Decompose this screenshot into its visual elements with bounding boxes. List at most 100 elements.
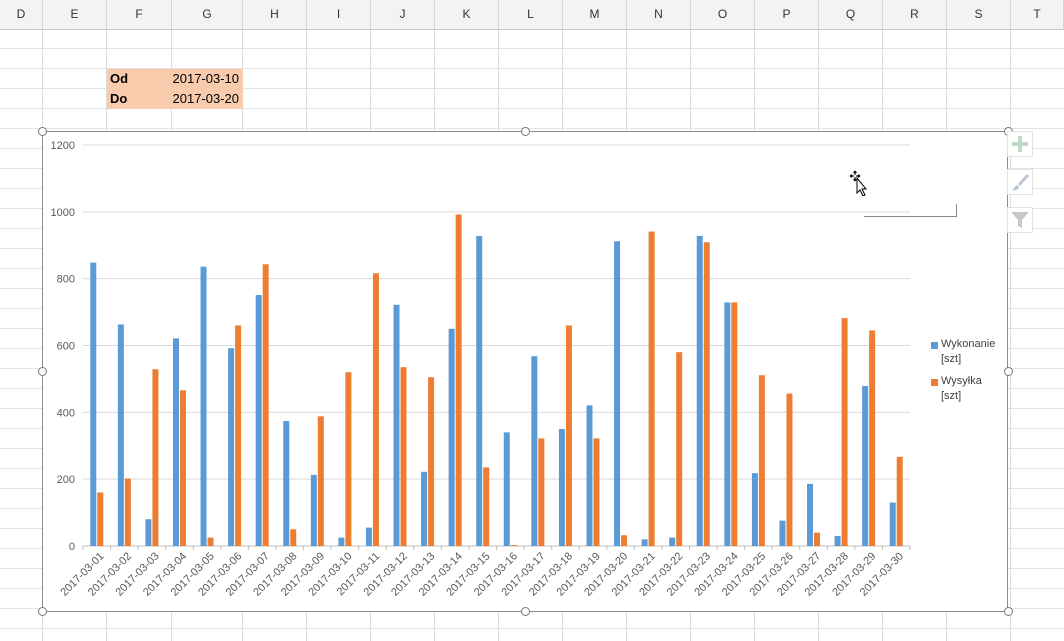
chart-title-placeholder-edge [864,204,957,217]
legend-swatch-wykonanie [931,342,938,349]
bar-wykonanie-2017-03-20 [614,241,621,546]
bar-wysylka-2017-03-09 [317,416,324,546]
move-cursor-icon [849,170,868,196]
legend-label-wykonanie: Wykonanie [szt] [941,337,995,367]
bar-wysylka-2017-03-27 [814,532,821,546]
bar-wysylka-2017-03-08 [290,529,297,546]
column-header-t[interactable]: T [1011,0,1064,29]
legend-wysylka-line2: [szt] [941,390,962,402]
bar-wysylka-2017-03-14 [455,214,462,547]
plus-icon [1012,136,1028,152]
chart-filters-button[interactable] [1007,207,1033,233]
column-header-h[interactable]: H [243,0,307,29]
resize-handle-bm[interactable] [521,607,530,616]
cell-od-value[interactable]: 2017-03-10 [172,69,243,89]
column-header-g[interactable]: G [172,0,243,29]
grid-hline [0,628,1064,629]
bar-wykonanie-2017-03-12 [393,304,400,546]
filter-icon [1011,212,1029,228]
column-header-q[interactable]: Q [819,0,883,29]
y-tick-label: 400 [57,407,75,419]
column-header-j[interactable]: J [371,0,435,29]
legend-wykonanie-line2: [szt] [941,353,962,365]
bar-wysylka-2017-03-02 [124,478,131,546]
column-header-n[interactable]: N [627,0,691,29]
bar-wykonanie-2017-03-18 [558,429,565,546]
y-tick-label: 600 [57,341,75,353]
column-header-r[interactable]: R [883,0,947,29]
y-tick-label: 1200 [51,140,75,152]
bar-wykonanie-2017-03-03 [145,519,152,546]
bar-wykonanie-2017-03-06 [228,348,235,546]
grid-hline [0,48,1064,49]
column-header-m[interactable]: M [563,0,627,29]
chart-area[interactable]: 0 200 400 600 800 1000 1200 2017-03-01 2017-03-0… [42,131,1008,612]
legend: Wykonanie [szt] Wysyłka [szt] [931,337,1007,407]
bar-wysylka-2017-03-13 [428,377,435,546]
bar-wysylka-2017-03-17 [538,438,545,546]
bar-wysylka-2017-03-04 [179,390,186,546]
bar-wysylka-2017-03-21 [648,231,655,546]
bar-wykonanie-2017-03-16 [503,432,510,546]
brush-icon [1012,174,1029,191]
y-tick-label: 0 [69,541,75,553]
bar-wysylka-2017-03-28 [841,318,848,546]
bar-wykonanie-2017-03-02 [117,324,124,546]
column-header-p[interactable]: P [755,0,819,29]
bar-wykonanie-2017-03-05 [200,266,207,546]
resize-handle-mr[interactable] [1004,367,1013,376]
bar-wysylka-2017-03-03 [152,369,159,546]
bar-wysylka-2017-03-11 [372,273,379,546]
cell-do-value[interactable]: 2017-03-20 [172,89,243,109]
bar-wysylka-2017-03-06 [235,325,242,546]
column-header-k[interactable]: K [435,0,499,29]
bar-wysylka-2017-03-07 [262,264,269,546]
column-header-d[interactable]: D [0,0,43,29]
cell-od-label[interactable]: Od [107,69,172,89]
resize-handle-tm[interactable] [521,127,530,136]
bar-wykonanie-2017-03-27 [807,483,814,546]
bar-wysylka-2017-03-29 [869,330,876,546]
bar-wysylka-2017-03-20 [621,535,628,546]
bar-wykonanie-2017-03-07 [255,295,262,546]
bar-wykonanie-2017-03-30 [889,502,896,546]
bar-wysylka-2017-03-26 [786,393,793,546]
bar-wykonanie-2017-03-24 [724,302,731,546]
column-header-i[interactable]: I [307,0,371,29]
bar-wysylka-2017-03-19 [593,438,600,546]
bar-wykonanie-2017-03-04 [172,338,179,546]
column-header-s[interactable]: S [947,0,1011,29]
bar-wysylka-2017-03-10 [345,372,352,546]
bar-wykonanie-2017-03-13 [421,471,428,546]
column-header-l[interactable]: L [499,0,563,29]
grid-hline [0,108,1064,109]
y-tick-label: 1000 [51,207,75,219]
column-header-o[interactable]: O [691,0,755,29]
bar-wysylka-2017-03-25 [758,375,765,546]
chart-styles-button[interactable] [1007,169,1033,195]
grid-hline [0,68,1064,69]
bar-wykonanie-2017-03-01 [90,262,97,546]
bar-wysylka-2017-03-23 [703,242,710,546]
column-header-e[interactable]: E [43,0,107,29]
chart-elements-button[interactable] [1007,131,1033,157]
resize-handle-ml[interactable] [38,367,47,376]
bar-wykonanie-2017-03-21 [641,539,648,546]
resize-handle-br[interactable] [1004,607,1013,616]
resize-handle-tl[interactable] [38,127,47,136]
bar-wykonanie-2017-03-17 [531,356,538,546]
bar-wykonanie-2017-03-11 [365,527,372,546]
column-header-f[interactable]: F [107,0,172,29]
bar-wykonanie-2017-03-19 [586,405,593,546]
bar-wykonanie-2017-03-29 [862,385,869,546]
bar-wykonanie-2017-03-14 [448,328,455,546]
bar-wykonanie-2017-03-09 [310,474,317,546]
legend-swatch-wysylka [931,379,938,386]
bar-wykonanie-2017-03-10 [338,537,345,546]
legend-wysylka-line1: Wysyłka [941,375,982,387]
resize-handle-bl[interactable] [38,607,47,616]
bar-wysylka-2017-03-30 [896,456,903,546]
cell-do-label[interactable]: Do [107,89,172,109]
bar-wysylka-2017-03-18 [565,325,572,546]
bar-wykonanie-2017-03-28 [834,535,841,546]
